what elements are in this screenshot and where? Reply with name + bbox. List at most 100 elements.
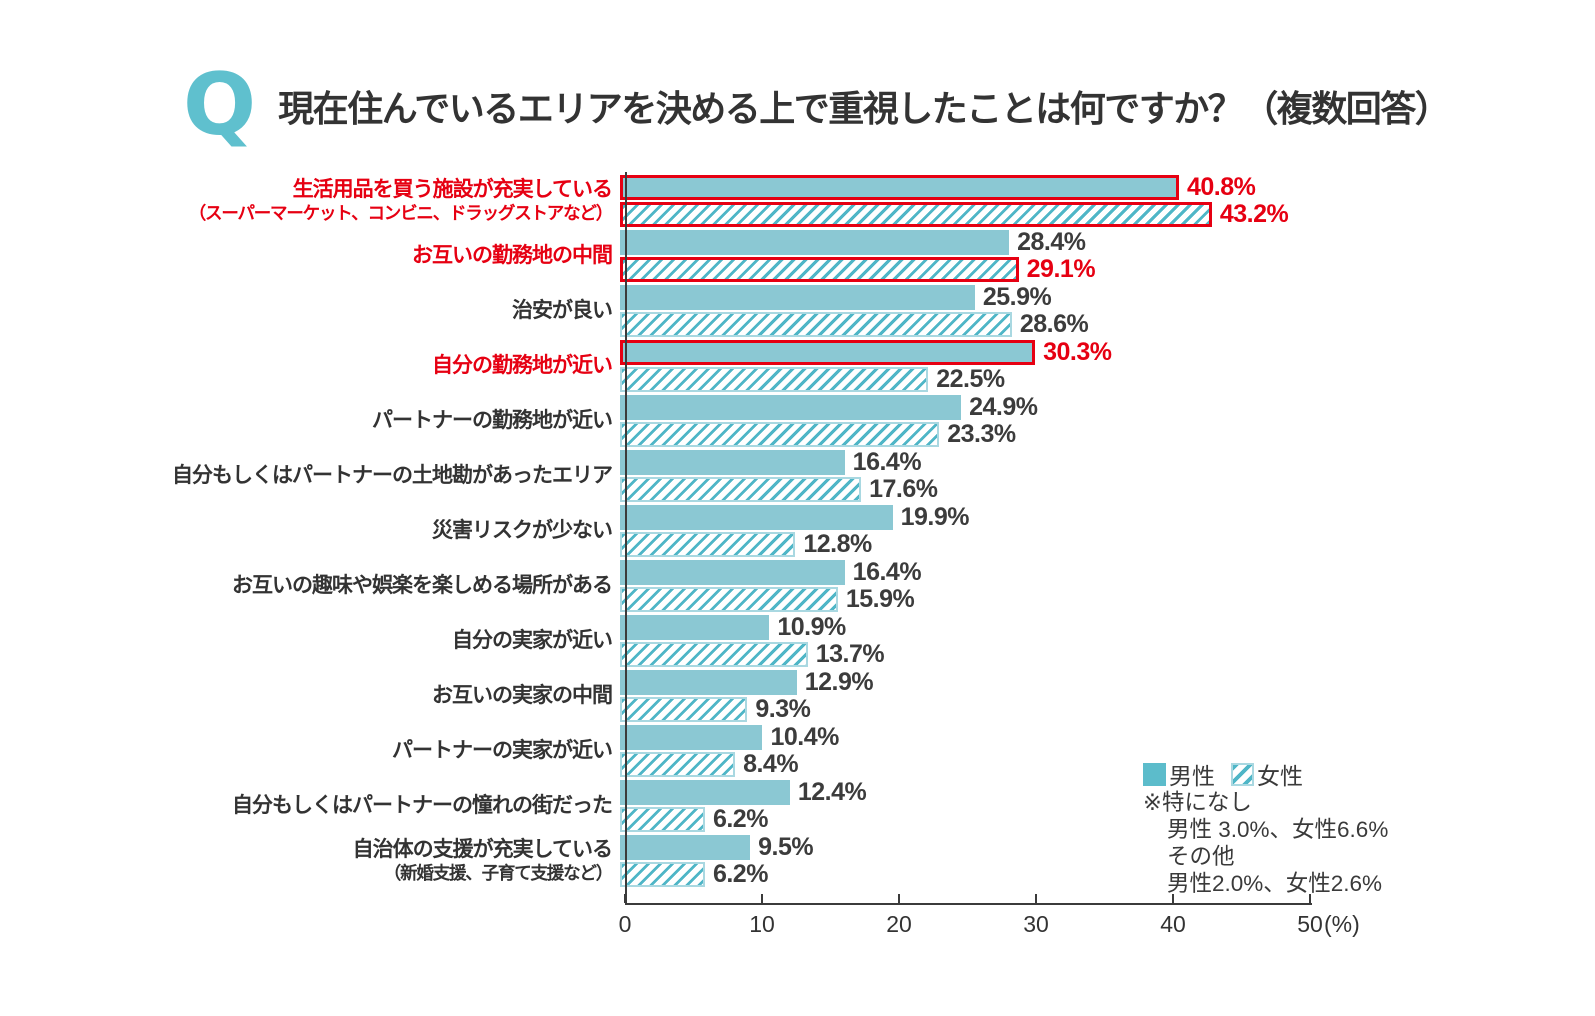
x-axis-tick-label: 30 <box>1023 911 1049 937</box>
category-label: 自分もしくはパートナーの憧れの街だった <box>0 778 620 833</box>
female-bar <box>620 751 736 777</box>
male-bar-line: 10.4% <box>620 723 1595 751</box>
bar-pair: 10.9% 13.7% <box>620 613 1595 668</box>
category-label-text: 自分もしくはパートナーの憧れの街だった <box>232 793 613 817</box>
male-value-label: 25.9% <box>982 282 1052 311</box>
male-bar <box>620 559 845 585</box>
female-bar-line: 6.2% <box>620 860 1595 888</box>
category-label-text: お互いの実家の中間 <box>432 683 613 707</box>
female-bar-line: 6.2% <box>620 805 1595 833</box>
male-bar-line: 40.8% <box>620 173 1595 201</box>
category-row: 自分もしくはパートナーの憧れの街だった 12.4% 6.2% <box>0 778 1595 833</box>
x-axis-tick-label: 50 <box>1297 911 1323 937</box>
female-bar <box>620 806 705 832</box>
legend-item-male: 男性 <box>1143 757 1215 791</box>
category-label-text: 治安が良い <box>512 298 613 322</box>
category-row: お互いの実家の中間 12.9% 9.3% <box>0 668 1595 723</box>
female-bar-line: 8.4% <box>620 750 1595 778</box>
category-label-text: お互いの勤務地の中間 <box>412 243 613 267</box>
female-swatch-icon <box>1231 762 1254 786</box>
category-label-text: 自治体の支援が充実している <box>352 838 613 862</box>
x-axis-tick-label: 0 <box>618 911 632 937</box>
x-axis-unit: (%) <box>1324 911 1360 937</box>
female-bar <box>620 861 705 887</box>
male-value-label: 12.4% <box>797 777 867 806</box>
legend-label-male: 男性 <box>1169 763 1215 789</box>
category-row: お互いの趣味や娯楽を楽しめる場所がある 16.4% 15.9% <box>0 558 1595 613</box>
female-bar <box>620 256 1019 282</box>
female-bar <box>620 696 748 722</box>
male-bar <box>620 229 1010 255</box>
female-bar <box>620 311 1012 337</box>
category-label: お互いの趣味や娯楽を楽しめる場所がある <box>0 558 620 613</box>
category-label-text: 自分もしくはパートナーの土地勘があったエリア <box>172 463 613 487</box>
female-bar <box>620 531 796 557</box>
male-bar <box>620 614 770 640</box>
x-axis-tick <box>1172 894 1174 903</box>
female-bar-line: 17.6% <box>620 474 1595 503</box>
category-label-text: パートナーの実家が近い <box>392 738 613 762</box>
male-value-label: 30.3% <box>1043 337 1112 366</box>
female-bar-line: 23.3% <box>620 419 1595 448</box>
male-bar-line: 25.9% <box>620 282 1595 311</box>
male-bar <box>620 339 1036 365</box>
note-line: 男性2.0%、女性2.6% <box>1167 871 1383 896</box>
female-value-label: 29.1% <box>1026 254 1096 283</box>
female-bar <box>620 641 808 667</box>
male-bar <box>620 834 751 860</box>
footnotes: ※特になし 男性 3.0%、女性6.6% その他 男性2.0%、女性2.6% <box>1143 789 1388 897</box>
category-label: パートナーの実家が近い <box>0 723 620 778</box>
male-bar <box>620 724 763 750</box>
x-axis-tick <box>624 894 626 903</box>
category-label: 自治体の支援が充実している （新婚支援、子育て支援など） <box>0 833 620 888</box>
female-bar <box>620 586 838 612</box>
female-value-label: 23.3% <box>947 419 1016 448</box>
female-bar-line: 28.6% <box>620 310 1595 338</box>
male-bar <box>620 284 975 310</box>
category-row: 自分もしくはパートナーの土地勘があったエリア 16.4% 17.6% <box>0 448 1595 503</box>
category-label: 自分の実家が近い <box>0 613 620 668</box>
bar-pair: 16.4% 17.6% <box>620 448 1595 503</box>
x-axis-tick-label: 40 <box>1160 911 1186 937</box>
female-value-label: 13.7% <box>815 639 885 668</box>
x-axis: (%) 0 10 20 30 40 50 <box>619 894 1360 943</box>
legend-item-female: 女性 <box>1231 757 1303 791</box>
male-bar-line: 9.5% <box>620 833 1595 861</box>
x-axis-line <box>625 903 1312 905</box>
category-row: 治安が良い 25.9% 28.6% <box>0 283 1595 338</box>
y-axis-line <box>625 172 627 905</box>
female-bar-line: 13.7% <box>620 639 1595 668</box>
category-row: 自治体の支援が充実している （新婚支援、子育て支援など） 9.5% 6.2% <box>0 833 1595 888</box>
female-value-label: 22.5% <box>936 364 1005 393</box>
category-sublabel-text: （スーパーマーケット、コンビニ、ドラッグストアなど） <box>188 202 613 223</box>
bar-pair: 10.4% 8.4% <box>620 723 1595 778</box>
category-row: 災害リスクが少ない 19.9% 12.8% <box>0 503 1595 558</box>
category-sublabel-text: （新婚支援、子育て支援など） <box>383 862 613 883</box>
female-value-label: 17.6% <box>869 474 938 503</box>
male-bar <box>620 449 845 475</box>
note-line: ※特になし <box>1143 790 1252 815</box>
female-bar-line: 12.8% <box>620 530 1595 558</box>
male-bar <box>620 669 797 695</box>
male-value-label: 28.4% <box>1017 227 1086 256</box>
legend: 男性 女性 <box>1143 757 1303 791</box>
bar-pair: 12.4% 6.2% <box>620 778 1595 833</box>
male-value-label: 16.4% <box>852 557 922 586</box>
male-bar-line: 12.4% <box>620 777 1595 806</box>
female-value-label: 9.3% <box>755 694 811 723</box>
category-label-text: パートナーの勤務地が近い <box>372 408 613 432</box>
male-value-label: 19.9% <box>900 502 970 531</box>
category-label-text: 自分の勤務地が近い <box>432 353 613 377</box>
bar-pair: 19.9% 12.8% <box>620 503 1595 558</box>
bar-pair: 12.9% 9.3% <box>620 668 1595 723</box>
bar-pair: 40.8% 43.2% <box>620 173 1595 228</box>
category-label: 自分もしくはパートナーの土地勘があったエリア <box>0 448 620 503</box>
bar-pair: 25.9% 28.6% <box>620 283 1595 338</box>
category-label: 生活用品を買う施設が充実している （スーパーマーケット、コンビニ、ドラッグストアな… <box>0 173 620 228</box>
male-bar-line: 16.4% <box>620 557 1595 586</box>
male-bar <box>620 174 1179 200</box>
male-value-label: 24.9% <box>969 392 1038 421</box>
female-bar <box>620 366 929 392</box>
legend-label-female: 女性 <box>1257 763 1303 789</box>
x-axis-tick <box>898 894 900 903</box>
